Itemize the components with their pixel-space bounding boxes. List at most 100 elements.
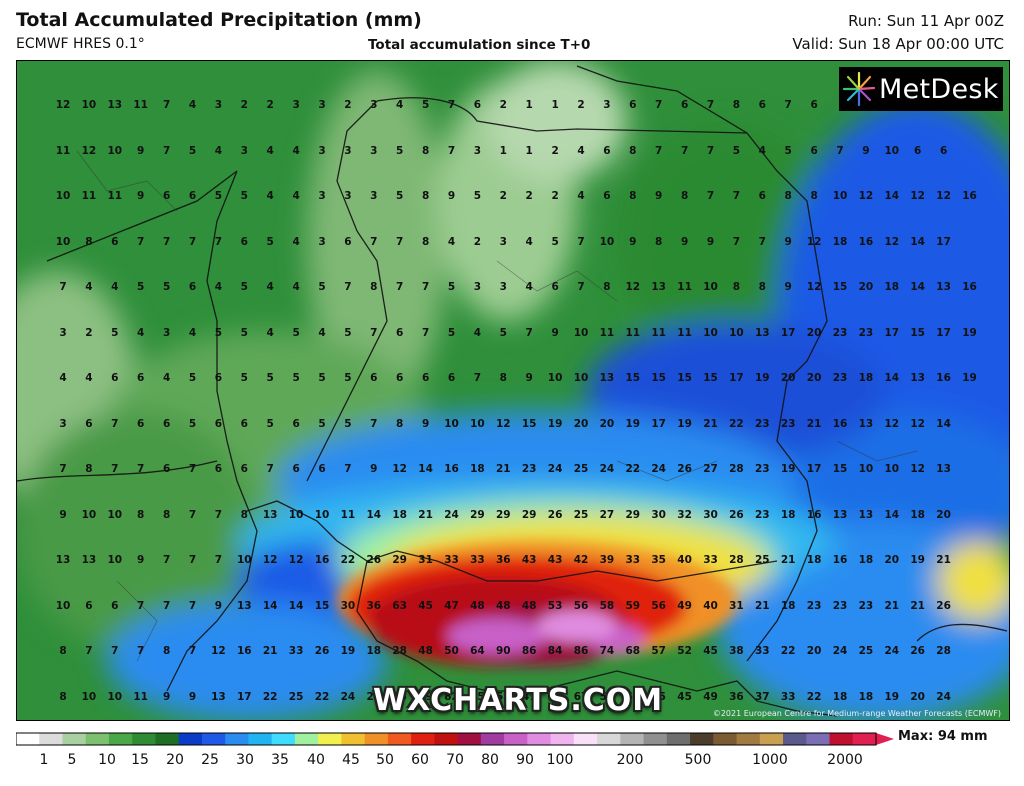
grid-value: 17	[236, 690, 252, 703]
grid-value: 17	[780, 326, 796, 339]
grid-value: 23	[832, 326, 848, 339]
grid-value: 8	[85, 235, 93, 248]
grid-value: 10	[81, 98, 97, 111]
grid-value: 24	[651, 462, 666, 475]
grid-value: 22	[262, 690, 278, 703]
color-scale-swatch	[504, 733, 528, 745]
grid-value: 8	[59, 690, 67, 703]
grid-value: 4	[292, 280, 300, 293]
grid-value: 4	[59, 371, 67, 384]
grid-value: 6	[939, 144, 948, 157]
grid-value: 13	[910, 371, 925, 384]
color-scale-tick-label: 50	[376, 752, 394, 768]
grid-value: 18	[832, 235, 848, 248]
grid-value: 26	[314, 644, 330, 657]
grid-value: 15	[314, 599, 330, 612]
grid-value: 11	[107, 189, 123, 202]
grid-value: 23	[858, 326, 874, 339]
color-scale-tick-label: 40	[307, 752, 325, 768]
grid-value: 9	[188, 690, 197, 703]
grid-value: 5	[396, 144, 404, 157]
grid-value: 4	[266, 326, 274, 339]
grid-value: 12	[936, 189, 951, 202]
grid-value: 3	[162, 326, 171, 339]
color-scale-tick-label: 90	[516, 752, 534, 768]
grid-value: 25	[288, 690, 304, 703]
grid-value: 1	[525, 98, 533, 111]
grid-value: 5	[240, 371, 248, 384]
grid-value: 25	[858, 644, 874, 657]
grid-value: 5	[421, 98, 430, 111]
grid-value: 6	[214, 462, 223, 475]
grid-value: 7	[188, 553, 197, 566]
grid-value: 6	[396, 326, 404, 339]
grid-value: 5	[447, 280, 456, 293]
color-scale-swatch	[364, 733, 389, 745]
grid-value: 13	[858, 508, 874, 521]
grid-value: 7	[214, 235, 223, 248]
grid-value: 3	[499, 280, 507, 293]
precipitation-map[interactable]: 12 10 13 11 7 4 3 2 2 3 3 2 3 4 5 7 6 2 1 1 2 3 6 7 6 7 8 6 7 6 11 12 10…	[16, 60, 1010, 721]
grid-value: 3	[370, 189, 378, 202]
grid-value: 9	[784, 280, 792, 293]
grid-value: 18	[884, 280, 900, 293]
grid-value: 26	[729, 508, 744, 521]
grid-value: 19	[547, 417, 563, 430]
grid-value: 19	[910, 553, 925, 566]
grid-value: 8	[85, 462, 93, 475]
grid-value: 7	[370, 326, 378, 339]
grid-value: 22	[314, 690, 330, 703]
grid-value: 26	[677, 462, 692, 475]
grid-value: 47	[521, 690, 537, 703]
grid-value: 10	[107, 690, 123, 703]
grid-value: 33	[780, 690, 796, 703]
grid-value: 7	[706, 144, 715, 157]
color-scale-swatch	[225, 733, 250, 745]
grid-value: 19	[677, 417, 692, 430]
grid-value: 12	[288, 553, 304, 566]
grid-value: 74	[599, 644, 615, 657]
grid-value: 3	[59, 326, 67, 339]
grid-value: 16	[314, 553, 330, 566]
grid-value: 29	[495, 508, 511, 521]
grid-value: 8	[629, 144, 637, 157]
color-scale-ticks: 1 5 10 15 20 25 30 35 40 45 50 60 70 80 90 100 200 500 100…	[0, 752, 1024, 772]
grid-value: 7	[370, 417, 378, 430]
grid-value: 4	[577, 144, 585, 157]
grid-value: 7	[137, 644, 145, 657]
grid-value: 7	[396, 280, 404, 293]
grid-value: 38	[729, 644, 744, 657]
grid-value: 5	[188, 144, 197, 157]
grid-value: 21	[780, 553, 796, 566]
grid-value: 8	[629, 189, 637, 202]
grid-value: 4	[188, 326, 197, 339]
grid-value: 4	[214, 144, 223, 157]
grid-value: 49	[677, 599, 692, 612]
grid-value: 14	[262, 599, 278, 612]
grid-value: 14	[910, 280, 925, 293]
grid-value: 11	[677, 280, 692, 293]
grid-value: 5	[318, 371, 326, 384]
grid-value: 10	[288, 508, 304, 521]
color-scale-swatch	[480, 733, 505, 745]
grid-value: 20	[573, 417, 589, 430]
color-scale-swatch	[434, 733, 459, 745]
grid-value: 18	[858, 371, 874, 384]
grid-value: 7	[137, 599, 145, 612]
grid-value: 4	[266, 280, 274, 293]
grid-value: 18	[780, 599, 796, 612]
grid-value: 8	[680, 189, 689, 202]
grid-value: 12	[884, 417, 900, 430]
grid-value: 8	[732, 98, 741, 111]
grid-value: 6	[240, 235, 248, 248]
color-scale-swatch	[411, 733, 435, 745]
grid-value: 10	[573, 371, 589, 384]
grid-value: 19	[754, 371, 770, 384]
grid-value: 4	[525, 235, 533, 248]
grid-value: 6	[240, 462, 248, 475]
grid-value: 16	[936, 371, 951, 384]
grid-value: 2	[499, 98, 507, 111]
grid-value: 8	[421, 189, 430, 202]
color-scale-swatch	[294, 733, 319, 745]
grid-value: 12	[211, 644, 226, 657]
